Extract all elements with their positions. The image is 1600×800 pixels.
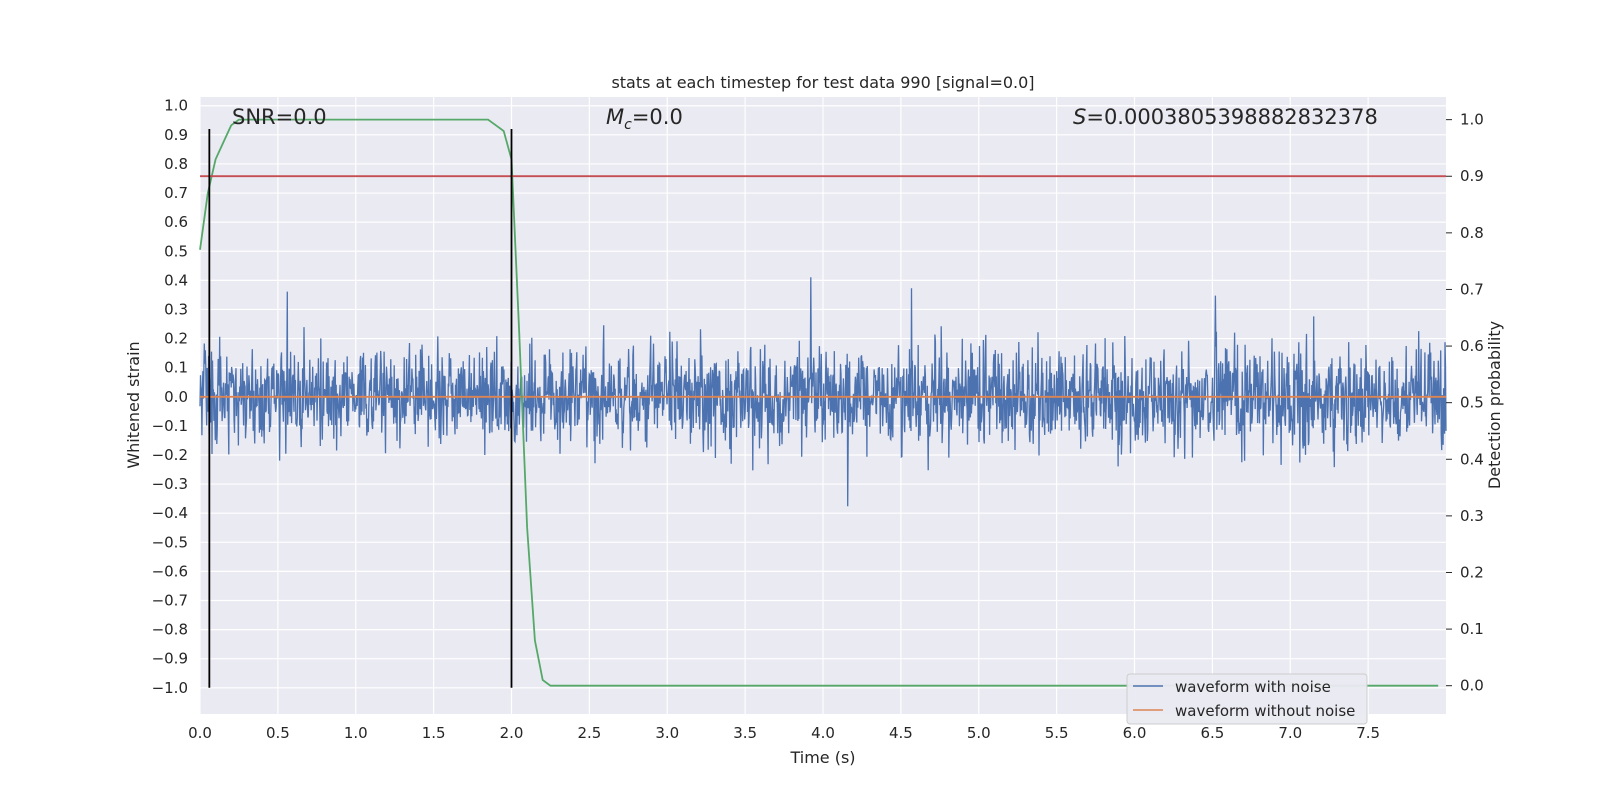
y2-tick-label: 0.3 — [1460, 507, 1484, 525]
y-tick-label: −0.9 — [152, 650, 188, 668]
x-tick-label: 3.5 — [733, 724, 757, 742]
y-tick-label: −0.6 — [152, 562, 188, 580]
y-tick-label: −0.5 — [152, 533, 188, 551]
y-tick-label: −0.2 — [152, 446, 188, 464]
chirp-mass-annotation: Mc=0.0 — [606, 105, 683, 133]
y-tick-label: −1.0 — [152, 679, 188, 697]
chart-title: stats at each timestep for test data 990… — [611, 73, 1034, 92]
s-annotation: S=0.0003805398882832378 — [1073, 105, 1378, 129]
y-tick-label: 0.4 — [164, 271, 188, 289]
y-axis-label: Whitened strain — [124, 341, 143, 468]
y-tick-label: −0.8 — [152, 621, 188, 639]
y-tick-label: 0.8 — [164, 155, 188, 173]
y2-axis-label: Detection probability — [1485, 321, 1504, 489]
y-tick-label: 0.2 — [164, 330, 188, 348]
legend: waveform with noise waveform without noi… — [1126, 673, 1368, 725]
y2-tick-label: 0.2 — [1460, 563, 1484, 581]
y-tick-label: 1.0 — [164, 97, 188, 115]
y2-tick-label: 0.9 — [1460, 167, 1484, 185]
x-tick-label: 4.5 — [889, 724, 913, 742]
y-tick-label: 0.9 — [164, 126, 188, 144]
noise-trace — [199, 277, 1447, 507]
x-tick-label: 3.0 — [655, 724, 679, 742]
y2-tick-label: 0.4 — [1460, 450, 1484, 468]
x-tick-label: 6.5 — [1200, 724, 1224, 742]
x-axis-ticks: 0.0 0.5 1.0 1.5 2.0 2.5 3.0 3.5 4.0 4.5 5.0 5.5 6.0 6… — [188, 724, 1380, 742]
y-tick-label: −0.7 — [152, 591, 188, 609]
y-tick-label: 0.5 — [164, 242, 188, 260]
left-axis-ticks: 1.0 0.9 0.8 0.7 0.6 0.5 0.4 0.3 0.2 0.1 0.0 −0.1 −0.… — [152, 97, 188, 697]
y2-tick-label: 0.7 — [1460, 280, 1484, 298]
x-tick-label: 4.0 — [811, 724, 835, 742]
s-value: =0.0003805398882832378 — [1086, 105, 1378, 129]
y-tick-label: 0.0 — [164, 388, 188, 406]
y2-tick-label: 0.1 — [1460, 620, 1484, 638]
x-tick-label: 2.5 — [577, 724, 601, 742]
legend-box — [1126, 673, 1368, 725]
y2-tick-label: 0.6 — [1460, 337, 1484, 355]
series-line — [199, 118, 1439, 687]
x-tick-label: 6.0 — [1123, 724, 1147, 742]
mc-subscript: c — [624, 117, 632, 133]
y-tick-label: −0.1 — [152, 417, 188, 435]
snr-annotation: SNR=0.0 — [232, 105, 327, 129]
x-tick-label: 5.0 — [967, 724, 991, 742]
y-tick-label: 0.7 — [164, 184, 188, 202]
x-tick-label: 0.5 — [266, 724, 290, 742]
legend-label-noise: waveform with noise — [1175, 678, 1331, 696]
y-tick-label: 0.6 — [164, 213, 188, 231]
mc-symbol: M — [606, 105, 624, 129]
x-tick-label: 5.5 — [1045, 724, 1069, 742]
x-tick-label: 7.0 — [1278, 724, 1302, 742]
x-axis-label: Time (s) — [789, 748, 855, 767]
y2-tick-label: 0.5 — [1460, 394, 1484, 412]
y2-tick-label: 0.0 — [1460, 677, 1484, 695]
x-tick-label: 2.0 — [500, 724, 524, 742]
x-tick-label: 0.0 — [188, 724, 212, 742]
y-tick-label: 0.3 — [164, 300, 188, 318]
y-tick-label: 0.1 — [164, 359, 188, 377]
x-tick-label: 7.5 — [1356, 724, 1380, 742]
series-lines — [199, 118, 1446, 688]
legend-label-clean: waveform without noise — [1175, 702, 1355, 720]
x-tick-label: 1.0 — [344, 724, 368, 742]
mc-value: =0.0 — [632, 105, 683, 129]
y-tick-label: −0.4 — [152, 504, 188, 522]
right-axis-ticks: 1.0 0.9 0.8 0.7 0.6 0.5 0.4 0.3 0.2 0.1 0.0 — [1446, 111, 1484, 695]
s-symbol: S — [1073, 105, 1086, 129]
noisy-waveform — [199, 277, 1447, 507]
y2-tick-label: 0.8 — [1460, 224, 1484, 242]
y-tick-label: −0.3 — [152, 475, 188, 493]
x-tick-label: 1.5 — [422, 724, 446, 742]
y2-tick-label: 1.0 — [1460, 111, 1484, 129]
